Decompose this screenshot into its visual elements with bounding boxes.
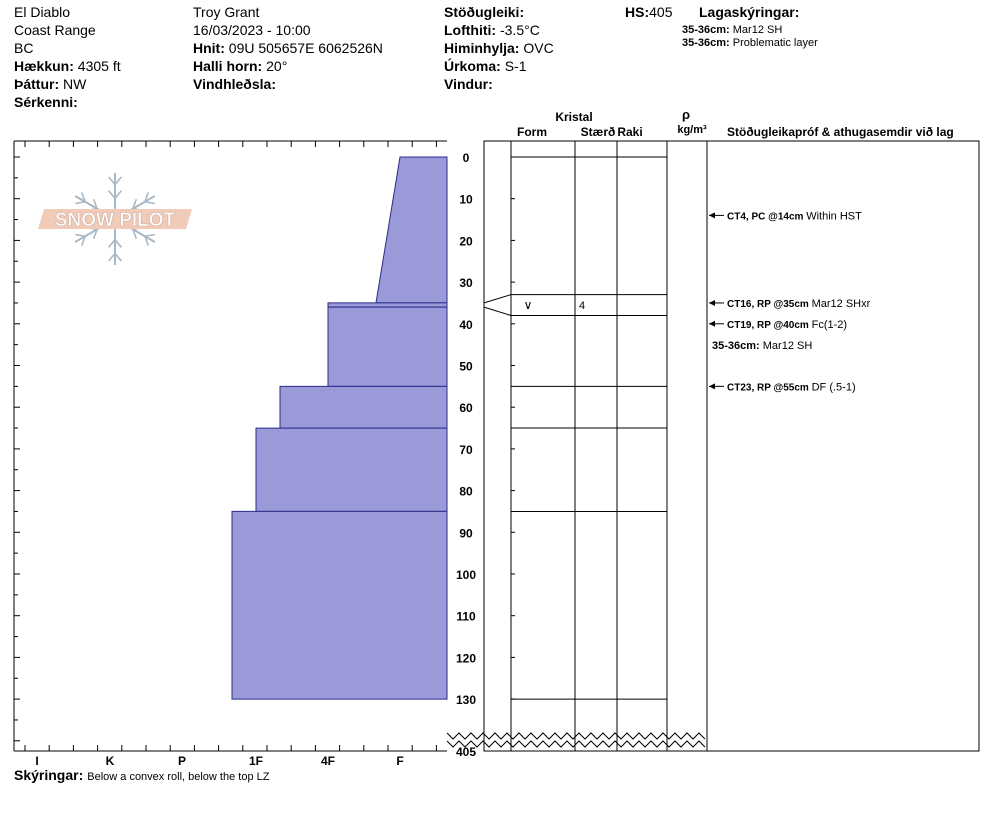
hardness-layer-4 (279, 385, 448, 429)
depth-label-break: 405 (456, 745, 476, 759)
test-arrow-head (709, 383, 715, 390)
col-header-density: kg/m³ (677, 124, 707, 136)
hardness-label-f: F (396, 754, 403, 768)
observer: Troy Grant (193, 4, 260, 20)
col-header-crystal: Kristal (555, 110, 592, 124)
depth-break-zigzag-2 (446, 740, 706, 748)
hardness-layer-3 (327, 306, 448, 387)
depth-label-70: 70 (459, 443, 473, 457)
snow-height: HS:405 (625, 4, 673, 20)
depth-label-10: 10 (459, 193, 473, 207)
layer-comment: 35-36cm: Mar12 SH (712, 340, 812, 352)
col-header-tests: Stöðugleikapróf & athugasemdir við lag (727, 125, 954, 139)
hardness-label-k: K (106, 754, 115, 768)
elevation: Hækkun: 4305 ft (14, 58, 121, 74)
depth-label-130: 130 (456, 693, 476, 707)
depth-break-zigzag-1 (446, 732, 706, 740)
hardness-layer-6 (231, 510, 448, 700)
datetime: 16/03/2023 - 10:00 (193, 22, 311, 38)
depth-label-80: 80 (459, 485, 473, 499)
col-header-rho: ρ (682, 107, 690, 122)
hardness-label-1f: 1F (249, 754, 263, 768)
sky-cover: Himinhylja: OVC (444, 40, 554, 56)
depth-label-40: 40 (459, 318, 473, 332)
col-header-form: Form (517, 125, 547, 139)
hardness-label-p: P (178, 754, 186, 768)
depth-label-30: 30 (459, 276, 473, 290)
snowpilot-logo: SNOW PILOT (38, 173, 192, 265)
stability: Stöðugleiki: (444, 4, 525, 20)
precipitation: Úrkoma: S-1 (444, 58, 527, 74)
depth-label-50: 50 (459, 360, 473, 374)
crystal-size: 4 (579, 300, 585, 312)
comments: Skýringar: Below a convex roll, below the… (14, 767, 270, 783)
depth-label-100: 100 (456, 568, 476, 582)
break-band (447, 731, 707, 747)
col-header-moisture: Raki (617, 125, 642, 139)
depth-label-20: 20 (459, 234, 473, 248)
logo-text: SNOW PILOT (55, 210, 176, 231)
hardness-label-4f: 4F (321, 754, 335, 768)
depth-label-110: 110 (456, 610, 476, 624)
stability-test-3: CT19, RP @40cm Fc(1-2) (727, 319, 847, 331)
layers-legend-title: Lagaskýringar: (699, 4, 800, 20)
layer-note-2: 35-36cm: Problematic layer (682, 37, 818, 49)
stability-test-4: CT23, RP @55cm DF (.5-1) (727, 381, 856, 393)
depth-label-90: 90 (459, 526, 473, 540)
location: El Diablo (14, 4, 71, 20)
crystal-form-symbol: ∨ (524, 298, 533, 312)
air-temp: Lofthiti: -3.5°C (444, 22, 540, 38)
col-header-size: Stærð (581, 125, 616, 139)
aspect: Þáttur: NW (14, 76, 87, 92)
coordinates: Hnit: 09U 505657E 6062526N (193, 40, 383, 56)
slope-angle: Halli horn: 20° (193, 58, 288, 74)
range: Coast Range (14, 22, 96, 38)
hardness-layer-5 (255, 427, 448, 512)
test-arrow-head (709, 299, 715, 306)
depth-label-120: 120 (456, 651, 476, 665)
layer-note-1: 35-36cm: Mar12 SH (682, 24, 783, 36)
test-arrow-head (709, 212, 715, 219)
depth-label-60: 60 (459, 401, 473, 415)
wind: Vindur: (444, 76, 493, 92)
wind-loading: Vindhleðsla: (193, 76, 276, 92)
state: BC (14, 40, 34, 56)
depth-label-0: 0 (463, 151, 470, 165)
hardness-label-i: I (35, 754, 38, 768)
test-arrow-head (709, 320, 715, 327)
stability-test-2: CT16, RP @35cm Mar12 SHxr (727, 298, 871, 310)
stability-test-1: CT4, PC @14cm Within HST (727, 210, 862, 222)
hardness-layer-1 (375, 156, 448, 304)
grid-frame (483, 140, 980, 752)
layer-connector-bottom (483, 306, 512, 316)
features: Sérkenni: (14, 94, 78, 110)
layer-connector-top (483, 294, 512, 304)
hardness-layer-2 (327, 302, 448, 308)
